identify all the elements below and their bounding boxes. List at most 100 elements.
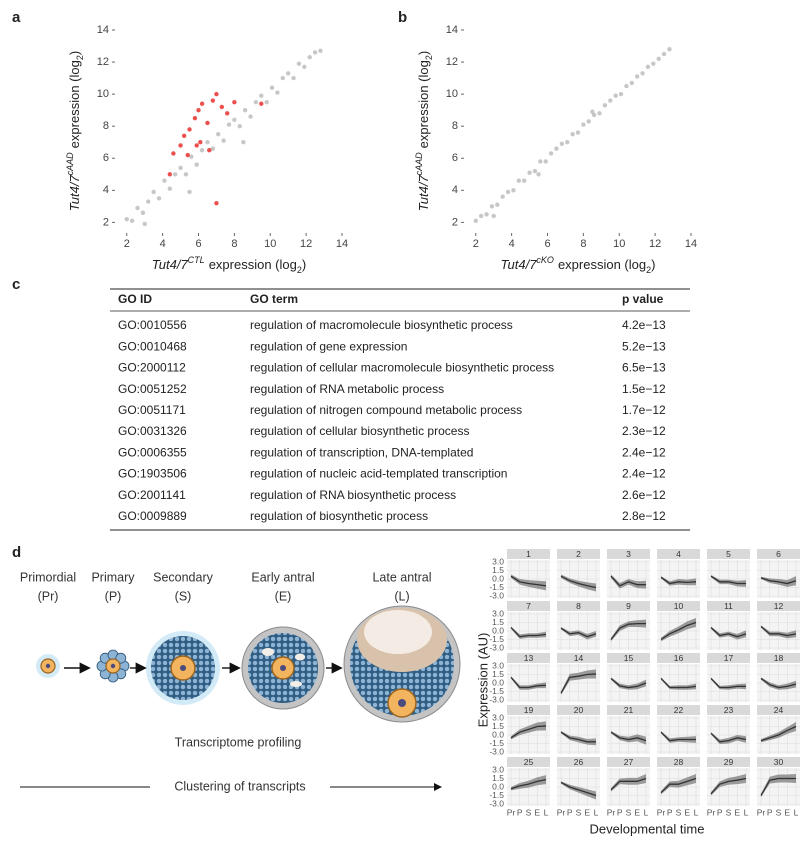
axis-label-part: CTL (188, 255, 205, 265)
facet-label: 3 (626, 549, 631, 559)
scatter-point (232, 99, 237, 105)
y-tick-label: 0.0 (492, 677, 504, 687)
axis-label-part: Tut4/7 (152, 257, 189, 272)
stage-name: Late antral (372, 570, 431, 584)
scatter-point (172, 172, 178, 177)
x-tick-label: 4 (509, 238, 515, 250)
scatter-point (597, 111, 602, 116)
mean-line (660, 678, 697, 689)
y-tick-label: 0.0 (492, 573, 504, 583)
x-tick-label: 12 (300, 238, 312, 250)
table-cell: regulation of cellular macromolecule bio… (250, 361, 554, 375)
scatter-point (205, 120, 210, 126)
axis-label-part: 2 (646, 265, 651, 275)
axis-label-part: ) (416, 51, 431, 55)
x-tick-label: S (526, 807, 532, 817)
scatter-point (232, 117, 237, 122)
panel-letter: a (12, 9, 21, 26)
scatter-point (312, 50, 318, 55)
facet-strip (757, 757, 800, 767)
facet-label: 28 (674, 757, 684, 767)
facet-label: 24 (774, 705, 784, 715)
stage-abbr: (Pr) (38, 589, 59, 603)
scatter-point (178, 143, 183, 148)
scatter-point (500, 194, 505, 199)
scatter-point (171, 151, 176, 156)
x-tick-label: E (734, 807, 740, 817)
x-tick-label: P (667, 807, 673, 817)
scatter-point (667, 47, 672, 52)
scatter-point (205, 140, 210, 145)
x-tick-label: 14 (685, 238, 697, 250)
facet-strip (507, 601, 550, 611)
table-header: GO term (250, 292, 298, 306)
y-tick-label: 0.0 (492, 625, 504, 635)
scatter-point (318, 48, 323, 54)
mean-line (710, 732, 747, 743)
scatter-point (216, 132, 221, 137)
axis-label-part: cAAD (65, 152, 75, 176)
table-cell: GO:2001141 (118, 488, 186, 502)
scatter-point (640, 71, 645, 76)
x-tick-label: L (594, 807, 599, 817)
facet-label: 30 (774, 757, 784, 767)
scatter-point (225, 111, 230, 116)
facet-label: 17 (724, 653, 734, 663)
x-tick-label: S (726, 807, 732, 817)
diagram-caption: Transcriptome profiling (175, 735, 302, 749)
facet-strip (657, 653, 700, 663)
y-tick-label: -3.0 (489, 642, 504, 652)
facet-label: 7 (526, 601, 531, 611)
table-cell: regulation of nucleic acid-templated tra… (250, 467, 507, 481)
facet-label: 6 (776, 549, 781, 559)
axis-label-part: ) (302, 257, 306, 272)
scatter-point (199, 101, 205, 106)
x-tick-label: 10 (264, 238, 276, 250)
mean-line (660, 777, 697, 794)
axis-label-part: 2 (75, 55, 85, 60)
y-tick-label: 0.0 (492, 781, 504, 791)
scatter-point (559, 141, 565, 147)
scatter-point (478, 213, 484, 219)
scatter-point (135, 205, 140, 211)
facet-label: 5 (726, 549, 731, 559)
y-tick-label: 6 (103, 152, 109, 164)
y-tick-label: -3.0 (489, 694, 504, 704)
facet-label: 14 (574, 653, 584, 663)
y-tick-label: 8 (103, 120, 109, 132)
scatter-point (194, 143, 199, 148)
scatter-point (484, 212, 489, 217)
axis-label: Tut4/7cAAD expression (log2) (65, 51, 85, 211)
panel-letter: b (398, 9, 407, 26)
axis-label: Expression (AU) (475, 633, 490, 728)
y-tick-label: 12 (446, 56, 458, 68)
y-tick-label: -3.0 (489, 590, 504, 600)
ribbon (511, 574, 546, 591)
axis-label: Tut4/7cAAD expression (log2) (414, 51, 434, 211)
x-tick-label: 12 (649, 238, 661, 250)
x-tick-label: 10 (613, 238, 625, 250)
x-tick-label: S (776, 807, 782, 817)
facet-label: 4 (676, 549, 681, 559)
y-tick-label: -1.5 (489, 582, 504, 592)
scatter-point (565, 140, 570, 145)
facet-strip (707, 705, 750, 715)
scatter-point (259, 93, 264, 98)
table-cell: GO:0006355 (118, 445, 187, 459)
facet-strip (607, 601, 650, 611)
scatter-point (634, 74, 640, 79)
x-tick-label: S (626, 807, 632, 817)
y-tick-label: -1.5 (489, 738, 504, 748)
table-cell: GO:1903506 (118, 467, 187, 481)
table-cell: 1.7e−12 (622, 403, 666, 417)
facet-strip (557, 705, 600, 715)
scatter-point (538, 159, 543, 164)
y-tick-label: -1.5 (489, 686, 504, 696)
facet-label: 13 (524, 653, 534, 663)
y-tick-label: 1.5 (492, 773, 504, 783)
mean-line (760, 677, 797, 689)
mean-line (510, 627, 547, 638)
x-tick-label: 4 (160, 238, 166, 250)
y-tick-label: 1.5 (492, 721, 504, 731)
